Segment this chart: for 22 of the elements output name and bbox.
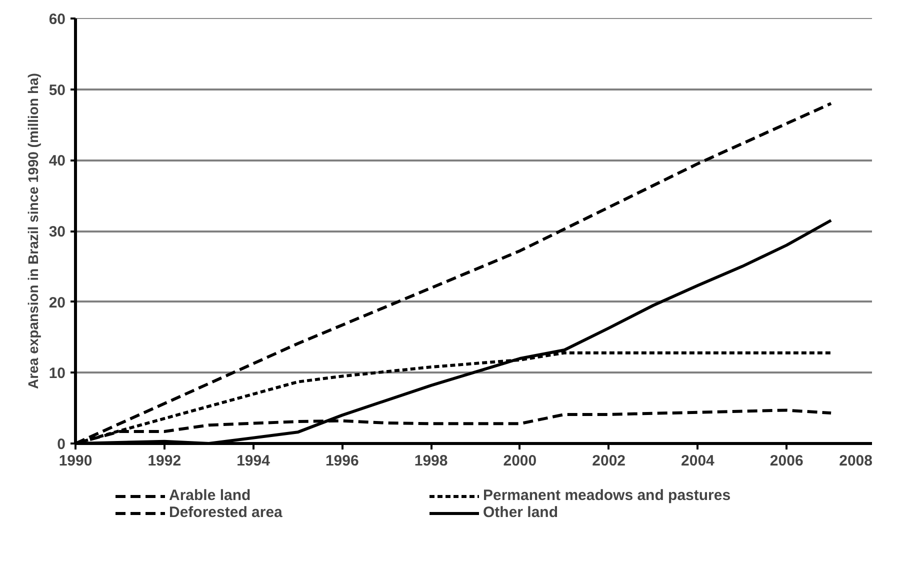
y-tick-label: 10 — [48, 365, 66, 382]
x-tick-label: 1996 — [325, 452, 359, 470]
legend-label: Other land — [483, 504, 560, 521]
y-tick-label: 20 — [48, 294, 66, 312]
y-tick-label: 50 — [48, 82, 66, 99]
x-tick-label: 2004 — [681, 452, 716, 470]
x-tick-label: 1990 — [58, 452, 92, 470]
x-tick-label: 1994 — [236, 452, 271, 470]
x-tick-label: 2006 — [770, 452, 804, 470]
legend-label: Arable land — [169, 487, 252, 504]
legend-label: Deforested area — [169, 504, 284, 521]
y-tick-label: 60 — [48, 11, 66, 28]
y-tick-label: 0 — [57, 436, 66, 453]
x-tick-label: 2002 — [592, 452, 626, 470]
x-tick-label: 1992 — [148, 452, 182, 470]
x-tick-label: 1998 — [414, 452, 448, 470]
x-tick-label: 2008 — [839, 452, 873, 470]
y-axis-title: Area expansion in Brazil since 1990 (million ha) — [24, 73, 41, 389]
x-tick-label: 2000 — [503, 452, 537, 470]
legend-label: Permanent meadows and pastures — [483, 487, 732, 504]
y-tick-label: 30 — [48, 224, 66, 240]
y-tick-label: 40 — [48, 152, 66, 170]
